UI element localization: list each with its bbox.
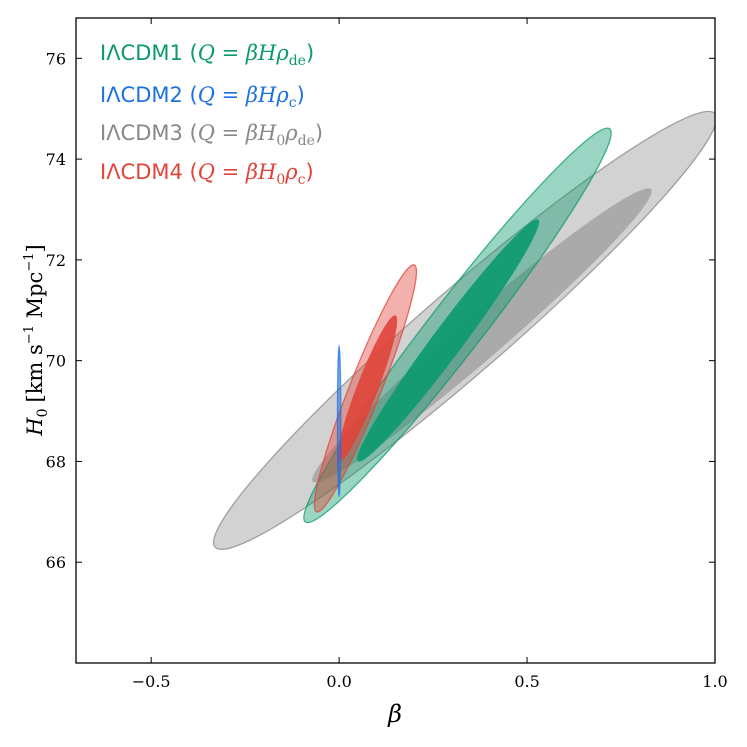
legend-item-1: IΛCDM1 (Q = βHρde) xyxy=(100,41,314,69)
legend: IΛCDM1 (Q = βHρde) IΛCDM2 (Q = βHρc) IΛC… xyxy=(100,41,323,188)
legend-2-sub: c xyxy=(289,95,297,111)
y-title-close: ] xyxy=(23,244,47,252)
legend-item-3: IΛCDM3 (Q = βH0ρde) xyxy=(100,121,323,149)
region-series2-95 xyxy=(336,344,342,498)
y-tick-label: 66 xyxy=(46,553,66,572)
y-tick-label: 70 xyxy=(46,352,66,371)
legend-3-formula2: ρ xyxy=(284,121,298,145)
legend-2-suffix: ) xyxy=(297,83,305,107)
region-series4-68 xyxy=(337,315,398,462)
x-tick-label: 0.5 xyxy=(514,672,539,691)
legend-1-prefix: IΛCDM1 ( xyxy=(100,41,198,65)
x-tick-label: 0.0 xyxy=(326,672,351,691)
legend-3-sub0: 0 xyxy=(276,133,285,149)
y-title-exponent: −1 xyxy=(22,325,37,344)
plot-frame xyxy=(75,17,716,664)
legend-3-suffix: ) xyxy=(315,121,323,145)
region-series1-68 xyxy=(357,219,540,462)
legend-4-formula2: ρ xyxy=(284,160,298,184)
y-title-subscript: 0 xyxy=(35,408,51,417)
y-tick-label: 68 xyxy=(46,452,66,471)
legend-4-suffix: ) xyxy=(306,160,314,184)
y-title-units-mpc: Mpc xyxy=(23,272,47,325)
legend-item-4: IΛCDM4 (Q = βH0ρc) xyxy=(100,160,314,188)
y-title-symbol: H xyxy=(23,417,47,437)
legend-1-sub: de xyxy=(289,53,306,69)
legend-1-formula: Q = βHρ xyxy=(198,41,290,65)
legend-4-formula: Q = βH xyxy=(198,160,277,184)
legend-2-prefix: IΛCDM2 ( xyxy=(100,83,198,107)
legend-3-prefix: IΛCDM3 ( xyxy=(100,121,198,145)
y-tick-label: 76 xyxy=(46,49,66,68)
y-title-units: [km s xyxy=(23,344,47,402)
legend-4-sub: c xyxy=(298,172,306,188)
legend-2-formula: Q = βHρ xyxy=(198,83,290,107)
legend-item-2: IΛCDM2 (Q = βHρc) xyxy=(100,83,305,111)
y-tick-label: 72 xyxy=(46,251,66,270)
svg-text:H0[km s−1 Mpc−1]: H0[km s−1 Mpc−1] xyxy=(22,244,51,436)
legend-3-formula: Q = βH xyxy=(198,121,277,145)
legend-1-suffix: ) xyxy=(306,41,314,65)
legend-4-sub0: 0 xyxy=(276,172,285,188)
y-title-exponent-2: −1 xyxy=(22,252,37,271)
x-tick-label: −0.5 xyxy=(132,672,171,691)
confidence-regions xyxy=(212,110,715,551)
y-tick-label: 74 xyxy=(46,150,66,169)
axis-ticks: −0.5 0.0 0.5 1.0 66 68 70 72 74 76 xyxy=(46,18,728,691)
x-tick-label: 1.0 xyxy=(702,672,727,691)
x-axis-title: β xyxy=(387,700,402,728)
legend-4-prefix: IΛCDM4 ( xyxy=(100,160,198,184)
y-axis-title: H0[km s−1 Mpc−1] xyxy=(22,244,51,436)
legend-3-sub: de xyxy=(298,133,315,149)
